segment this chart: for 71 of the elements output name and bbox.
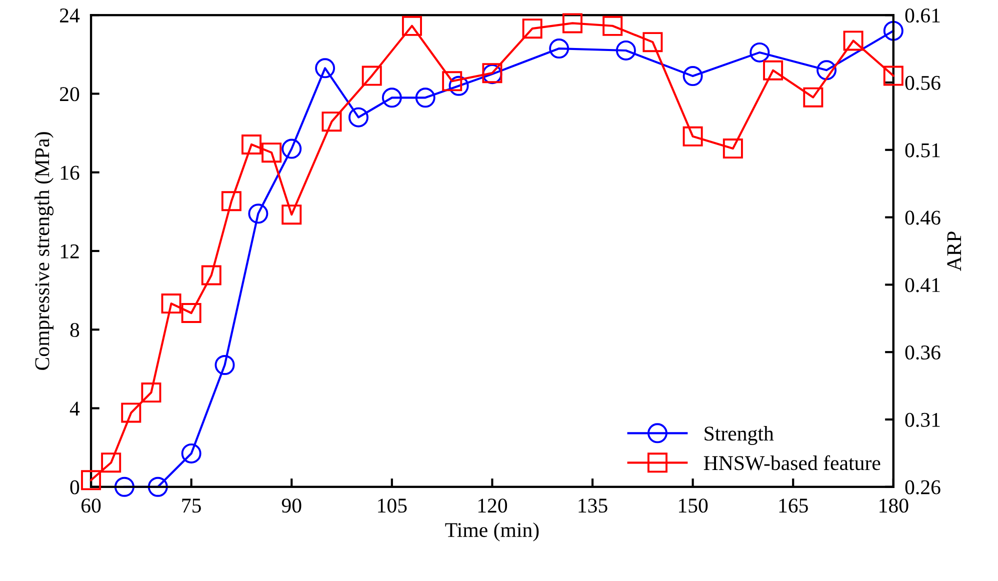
- y-tick-label: 0: [70, 480, 80, 494]
- point: [382, 88, 402, 108]
- point: [81, 470, 102, 490]
- point: [248, 204, 268, 224]
- y2-tick-label: 0.56: [905, 76, 940, 90]
- point: [282, 138, 302, 159]
- point: [214, 355, 235, 376]
- point: [549, 38, 570, 59]
- point: [141, 382, 162, 403]
- y2-tick-label: 0.36: [905, 345, 940, 360]
- point: [763, 60, 784, 80]
- point: [201, 265, 222, 286]
- point: [616, 40, 636, 60]
- point: [181, 302, 202, 323]
- point: [415, 88, 436, 108]
- x-tick-label: 90: [282, 498, 302, 513]
- point: [682, 126, 703, 146]
- point: [448, 76, 469, 96]
- point: [348, 107, 368, 128]
- point: [642, 32, 663, 52]
- point: [121, 402, 142, 423]
- y2-tick-label: 0.61: [905, 8, 940, 23]
- point: [101, 452, 122, 473]
- point: [402, 16, 422, 36]
- y-tick-label: 24: [60, 8, 80, 22]
- y2-tick-label: 0.41: [905, 278, 940, 292]
- point: [816, 60, 837, 80]
- point: [315, 58, 336, 78]
- point: [114, 476, 134, 497]
- point: [362, 66, 382, 86]
- y-tick-label: 16: [60, 166, 80, 180]
- x-tick-label: 150: [679, 498, 708, 513]
- x-tick-label: 75: [182, 498, 201, 513]
- point: [562, 13, 582, 34]
- x-axis-title: Time (min): [445, 522, 539, 542]
- point: [602, 16, 623, 36]
- point: [722, 138, 743, 159]
- x-tick-label: 165: [779, 498, 808, 513]
- x-tick-label: 60: [81, 498, 101, 513]
- point: [262, 142, 282, 163]
- point: [750, 42, 770, 62]
- y2-tick-label: 0.31: [905, 412, 940, 428]
- point: [442, 71, 462, 92]
- y2-tick-label: 0.26: [905, 480, 940, 494]
- x-tick-label: 135: [578, 498, 608, 513]
- y2-tick-label: 0.46: [905, 210, 940, 225]
- point: [161, 294, 182, 314]
- point: [221, 191, 242, 212]
- point: [181, 443, 202, 464]
- legend-label: Strength: [704, 426, 774, 445]
- point: [843, 30, 864, 51]
- y-tick-label: 12: [60, 244, 79, 258]
- x-tick-label: 120: [478, 498, 508, 513]
- y-axis-title: Compressive strength (MPa): [34, 132, 54, 370]
- y2-axis-title: ARP: [947, 232, 961, 272]
- point: [148, 476, 168, 497]
- point: [522, 18, 542, 39]
- point: [803, 87, 824, 108]
- y-tick-label: 4: [70, 402, 80, 416]
- y-tick-label: 8: [70, 322, 80, 338]
- point: [883, 20, 904, 41]
- y-tick-label: 20: [60, 87, 80, 102]
- x-tick-label: 180: [880, 498, 908, 513]
- point: [282, 204, 302, 225]
- y2-tick-label: 0.51: [905, 143, 940, 158]
- point: [322, 112, 342, 132]
- point: [883, 66, 904, 86]
- x-tick-label: 105: [378, 498, 407, 513]
- point: [682, 66, 703, 86]
- legend-label: HNSW-based feature: [704, 455, 880, 470]
- point: [241, 134, 262, 155]
